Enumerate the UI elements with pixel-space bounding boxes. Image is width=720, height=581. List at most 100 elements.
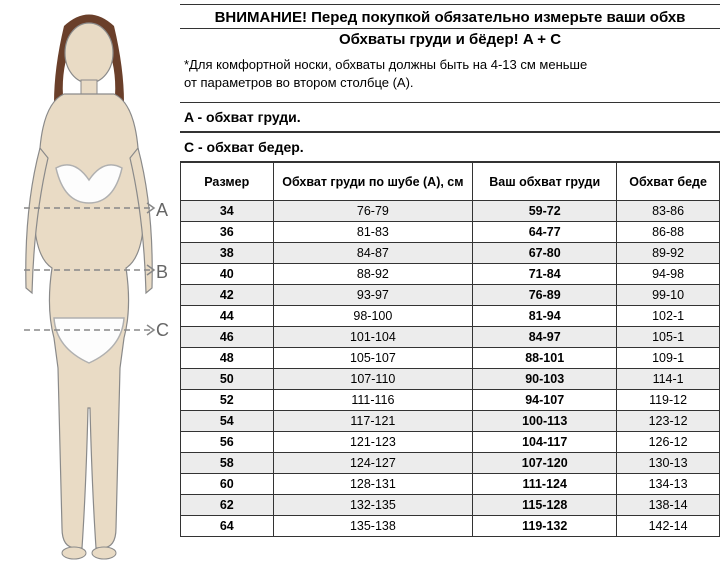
table-cell: 42 — [181, 285, 274, 306]
table-cell: 134-13 — [617, 474, 720, 495]
table-cell: 115-128 — [473, 495, 617, 516]
table-cell: 58 — [181, 453, 274, 474]
table-cell: 114-1 — [617, 369, 720, 390]
table-row: 3884-8767-8089-92 — [181, 243, 720, 264]
table-cell: 124-127 — [273, 453, 473, 474]
table-cell: 93-97 — [273, 285, 473, 306]
table-cell: 130-13 — [617, 453, 720, 474]
table-cell: 128-131 — [273, 474, 473, 495]
table-cell: 44 — [181, 306, 274, 327]
heading-sub: Обхваты груди и бёдер! A + C — [180, 29, 720, 52]
table-cell: 36 — [181, 222, 274, 243]
table-cell: 138-14 — [617, 495, 720, 516]
table-cell: 88-101 — [473, 348, 617, 369]
table-cell: 94-98 — [617, 264, 720, 285]
table-row: 54117-121100-113123-12 — [181, 411, 720, 432]
table-cell: 101-104 — [273, 327, 473, 348]
table-cell: 46 — [181, 327, 274, 348]
table-row: 58124-127107-120130-13 — [181, 453, 720, 474]
table-cell: 38 — [181, 243, 274, 264]
content-panel: ВНИМАНИЕ! Перед покупкой обязательно изм… — [180, 0, 720, 581]
th-bust-coat: Обхват груди по шубе (A), см — [273, 163, 473, 201]
table-cell: 40 — [181, 264, 274, 285]
table-body: 3476-7959-7283-863681-8364-7786-883884-8… — [181, 201, 720, 537]
note-line-1: *Для комфортной носки, обхваты должны бы… — [184, 57, 587, 72]
table-row: 3681-8364-7786-88 — [181, 222, 720, 243]
table-cell: 107-120 — [473, 453, 617, 474]
table-cell: 121-123 — [273, 432, 473, 453]
table-cell: 123-12 — [617, 411, 720, 432]
table-cell: 83-86 — [617, 201, 720, 222]
table-cell: 111-116 — [273, 390, 473, 411]
measurement-letter-a: A — [156, 200, 168, 221]
table-row: 4498-10081-94102-1 — [181, 306, 720, 327]
table-cell: 88-92 — [273, 264, 473, 285]
table-cell: 34 — [181, 201, 274, 222]
table-cell: 119-132 — [473, 516, 617, 537]
table-cell: 105-1 — [617, 327, 720, 348]
table-cell: 54 — [181, 411, 274, 432]
table-cell: 111-124 — [473, 474, 617, 495]
measurement-letter-b: B — [156, 262, 168, 283]
table-cell: 100-113 — [473, 411, 617, 432]
table-row: 48105-10788-101109-1 — [181, 348, 720, 369]
table-row: 4088-9271-8494-98 — [181, 264, 720, 285]
table-cell: 102-1 — [617, 306, 720, 327]
section-label-c: C - обхват бедер. — [180, 132, 720, 162]
table-cell: 50 — [181, 369, 274, 390]
table-cell: 71-84 — [473, 264, 617, 285]
table-row: 52111-11694-107119-12 — [181, 390, 720, 411]
table-cell: 84-97 — [473, 327, 617, 348]
size-chart-container: A B C ВНИМАНИЕ! Перед покупкой обязатель… — [0, 0, 720, 581]
table-cell: 76-79 — [273, 201, 473, 222]
size-table: Размер Обхват груди по шубе (A), см Ваш … — [180, 162, 720, 537]
table-header-row: Размер Обхват груди по шубе (A), см Ваш … — [181, 163, 720, 201]
body-figure-panel: A B C — [0, 0, 180, 581]
table-cell: 64 — [181, 516, 274, 537]
th-your-bust: Ваш обхват груди — [473, 163, 617, 201]
table-cell: 64-77 — [473, 222, 617, 243]
measurement-letter-c: C — [156, 320, 169, 341]
table-cell: 107-110 — [273, 369, 473, 390]
table-cell: 56 — [181, 432, 274, 453]
table-row: 62132-135115-128138-14 — [181, 495, 720, 516]
table-cell: 67-80 — [473, 243, 617, 264]
table-cell: 90-103 — [473, 369, 617, 390]
table-cell: 62 — [181, 495, 274, 516]
table-cell: 52 — [181, 390, 274, 411]
table-row: 4293-9776-8999-10 — [181, 285, 720, 306]
table-cell: 81-94 — [473, 306, 617, 327]
table-cell: 84-87 — [273, 243, 473, 264]
table-cell: 89-92 — [617, 243, 720, 264]
table-cell: 135-138 — [273, 516, 473, 537]
table-cell: 86-88 — [617, 222, 720, 243]
table-cell: 98-100 — [273, 306, 473, 327]
table-cell: 60 — [181, 474, 274, 495]
table-cell: 48 — [181, 348, 274, 369]
table-row: 3476-7959-7283-86 — [181, 201, 720, 222]
table-cell: 104-117 — [473, 432, 617, 453]
table-row: 64135-138119-132142-14 — [181, 516, 720, 537]
table-cell: 142-14 — [617, 516, 720, 537]
note-line-2: от параметров во втором столбце (А). — [184, 75, 414, 90]
table-cell: 132-135 — [273, 495, 473, 516]
table-row: 56121-123104-117126-12 — [181, 432, 720, 453]
heading-main: ВНИМАНИЕ! Перед покупкой обязательно изм… — [180, 4, 720, 29]
table-cell: 109-1 — [617, 348, 720, 369]
th-size: Размер — [181, 163, 274, 201]
table-row: 50107-11090-103114-1 — [181, 369, 720, 390]
table-cell: 119-12 — [617, 390, 720, 411]
table-cell: 117-121 — [273, 411, 473, 432]
body-figure-svg — [4, 8, 174, 568]
table-row: 60128-131111-124134-13 — [181, 474, 720, 495]
table-cell: 81-83 — [273, 222, 473, 243]
table-cell: 94-107 — [473, 390, 617, 411]
th-hips: Обхват беде — [617, 163, 720, 201]
section-label-a: A - обхват груди. — [180, 102, 720, 132]
table-cell: 105-107 — [273, 348, 473, 369]
table-cell: 76-89 — [473, 285, 617, 306]
table-cell: 126-12 — [617, 432, 720, 453]
table-cell: 59-72 — [473, 201, 617, 222]
table-row: 46101-10484-97105-1 — [181, 327, 720, 348]
note-text: *Для комфортной носки, обхваты должны бы… — [180, 52, 720, 94]
